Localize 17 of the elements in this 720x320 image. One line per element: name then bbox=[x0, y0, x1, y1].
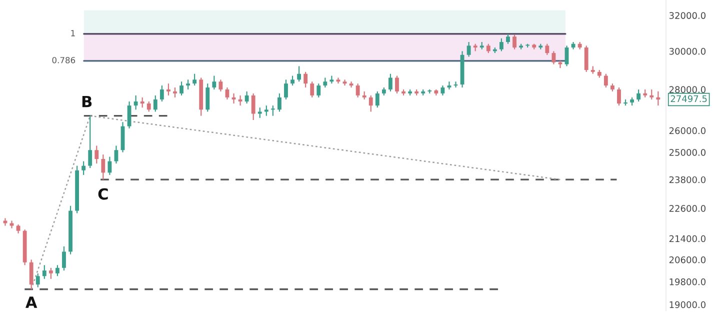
y-tick-label: 20600.0 bbox=[669, 256, 706, 264]
y-tick-label: 32000.0 bbox=[669, 12, 706, 19]
annotation: A bbox=[26, 296, 38, 308]
y-tick-label: 21400.0 bbox=[669, 235, 706, 242]
annotation: 0.786 bbox=[52, 56, 76, 64]
y-tick-label: 25000.0 bbox=[669, 149, 706, 156]
y-tick-label: 23800.0 bbox=[669, 176, 706, 184]
text: 27497.5 bbox=[670, 95, 707, 102]
y-tick-label: 19000.0 bbox=[670, 301, 706, 308]
y-tick-label: 26000.0 bbox=[669, 127, 706, 134]
y-tick-label: 28000.0 bbox=[669, 86, 706, 94]
annotation: B bbox=[82, 96, 92, 108]
annotation: 1 bbox=[71, 30, 75, 36]
y-tick-label: 22600.0 bbox=[669, 205, 706, 212]
y-tick-label: 30000.0 bbox=[669, 48, 706, 55]
annotation: C bbox=[98, 188, 108, 200]
y-tick-label: 19800.0 bbox=[670, 278, 706, 286]
